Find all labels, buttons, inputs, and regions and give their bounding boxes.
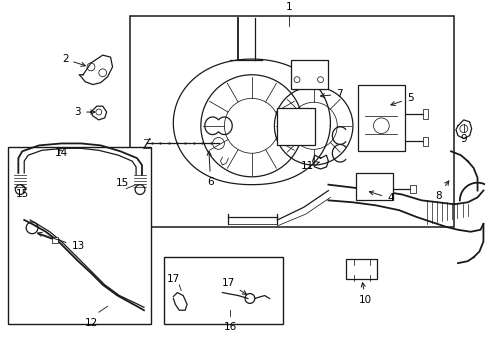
Text: 9: 9 [461, 134, 467, 144]
Text: 7: 7 [320, 89, 343, 99]
Text: 17: 17 [221, 278, 246, 294]
Bar [277, 108, 315, 145]
Text: 15: 15 [116, 178, 129, 188]
Text: 8: 8 [435, 181, 449, 201]
Text: 11: 11 [300, 161, 319, 171]
Text: 12: 12 [84, 318, 98, 328]
Text: 16: 16 [223, 322, 237, 332]
Bar [356, 173, 393, 201]
Bar [422, 136, 428, 147]
Bar [291, 60, 328, 90]
Bar [422, 109, 428, 119]
Text: 4: 4 [369, 191, 394, 203]
Text: 5: 5 [391, 93, 414, 105]
Text: 14: 14 [55, 148, 69, 158]
Text: 6: 6 [207, 151, 214, 187]
Text: 2: 2 [62, 54, 85, 66]
Text: 15: 15 [16, 189, 29, 199]
Text: 13: 13 [38, 232, 85, 252]
Text: 3: 3 [74, 107, 95, 117]
Bar [52, 237, 58, 243]
Bar [410, 185, 416, 193]
Bar [7, 147, 151, 324]
Bar [358, 85, 405, 151]
Text: 1: 1 [286, 2, 293, 12]
Bar [164, 257, 283, 324]
Bar [346, 259, 377, 279]
Text: 10: 10 [359, 283, 372, 305]
Text: 17: 17 [167, 274, 180, 284]
Bar [130, 16, 454, 227]
